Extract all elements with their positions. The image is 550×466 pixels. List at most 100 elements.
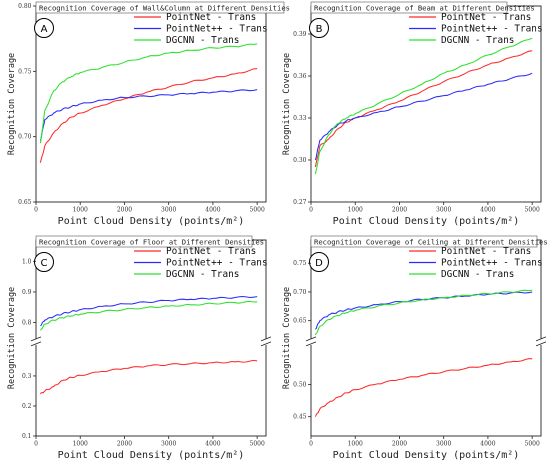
- legend-label: DGCNN - Trans: [166, 269, 239, 280]
- legend-label: PointNet++ - Trans: [441, 258, 543, 269]
- series-line-1: [314, 358, 533, 417]
- legend-label: DGCNN - Trans: [166, 35, 239, 46]
- x-tick-label: 2000: [392, 441, 407, 448]
- series-line-2: [39, 89, 258, 141]
- axis-break-mark: [535, 336, 547, 342]
- x-tick-label: 1000: [73, 441, 88, 448]
- y-tick-label: 0.36: [293, 73, 307, 80]
- x-tick-label: 5000: [250, 207, 265, 214]
- x-axis-label: Point Cloud Density (points/m²): [333, 450, 520, 461]
- x-tick-label: 1000: [73, 207, 88, 214]
- panel-badge-label: B: [316, 24, 323, 35]
- axis-break-mark: [305, 341, 317, 347]
- series-line-3: [39, 300, 258, 331]
- series-line-2: [314, 72, 533, 161]
- y-tick-label: 0.9: [22, 289, 32, 296]
- chart-title: Recognition Coverage of Beam at Differen…: [314, 4, 535, 13]
- series-line-1: [39, 68, 258, 163]
- x-tick-label: 2000: [117, 207, 132, 214]
- chart-panel-c: Recognition Coverage of Floor at Differe…: [7, 235, 272, 461]
- x-tick-label: 0: [34, 207, 38, 214]
- y-tick-label: 0.1: [22, 433, 32, 440]
- x-axis-label: Point Cloud Density (points/m²): [58, 450, 245, 461]
- axis-break-mark: [260, 341, 272, 347]
- chart-panel-a: Recognition Coverage of Wall&Column at D…: [7, 1, 290, 227]
- y-tick-label: 0.65: [18, 199, 32, 206]
- axis-break-mark: [305, 336, 317, 342]
- x-tick-label: 3000: [161, 207, 176, 214]
- axis-break-gap: [536, 338, 546, 345]
- panel-badge: [309, 252, 329, 272]
- chart-title-box: [310, 235, 538, 248]
- x-tick-label: 0: [34, 441, 38, 448]
- legend-label: PointNet - Trans: [441, 12, 531, 23]
- x-tick-label: 4000: [480, 441, 495, 448]
- x-tick-label: 2000: [117, 441, 132, 448]
- chart-title-box: [310, 1, 508, 14]
- y-tick-label: 0.75: [293, 260, 307, 267]
- x-tick-label: 5000: [250, 441, 265, 448]
- x-axis-label: Point Cloud Density (points/m²): [58, 216, 245, 227]
- chart-title: Recognition Coverage of Floor at Differe…: [39, 238, 264, 247]
- x-tick-label: 4000: [480, 207, 495, 214]
- series-line-1: [314, 50, 533, 168]
- x-tick-label: 3000: [436, 441, 451, 448]
- legend-label: DGCNN - Trans: [441, 269, 514, 280]
- y-tick-label: 0.65: [293, 318, 307, 325]
- legend-label: PointNet - Trans: [166, 12, 256, 23]
- panel-badge: [34, 252, 54, 272]
- y-tick-label: 0.33: [293, 115, 307, 122]
- legend-label: PointNet++ - Trans: [166, 258, 268, 269]
- axis-break-gap: [261, 338, 271, 345]
- x-tick-label: 3000: [436, 207, 451, 214]
- axis-break-mark: [30, 336, 42, 342]
- y-tick-label: 0.3: [22, 373, 32, 380]
- x-tick-label: 4000: [205, 441, 220, 448]
- y-axis-label: Recognition Coverage: [282, 287, 292, 389]
- x-tick-label: 2000: [392, 207, 407, 214]
- x-tick-label: 1000: [348, 441, 363, 448]
- y-tick-label: 0.2: [22, 403, 32, 410]
- legend-label: PointNet - Trans: [441, 246, 531, 257]
- x-tick-label: 0: [309, 207, 313, 214]
- chart-title: Recognition Coverage of Ceiling at Diffe…: [314, 238, 548, 247]
- y-axis-label: Recognition Coverage: [282, 53, 292, 155]
- series-line-3: [314, 37, 533, 175]
- chart-panel-d: Recognition Coverage of Ceiling at Diffe…: [282, 235, 548, 461]
- y-axis-label: Recognition Coverage: [7, 287, 17, 389]
- y-tick-label: 0.8: [22, 320, 32, 327]
- axis-break-gap: [306, 338, 316, 345]
- x-tick-label: 3000: [161, 441, 176, 448]
- y-tick-label: 0.39: [293, 31, 307, 38]
- panel-badge: [34, 18, 54, 38]
- legend-label: PointNet++ - Trans: [166, 24, 268, 35]
- y-tick-label: 0.27: [293, 199, 307, 206]
- x-tick-label: 5000: [525, 441, 540, 448]
- chart-title-box: [35, 1, 285, 14]
- series-line-1: [39, 359, 258, 395]
- y-tick-label: 0.80: [18, 3, 32, 10]
- y-tick-label: 1.0: [22, 258, 32, 265]
- panel-badge-label: A: [41, 24, 48, 35]
- chart-title: Recognition Coverage of Wall&Column at D…: [39, 4, 290, 13]
- series-line-3: [39, 43, 258, 144]
- series-line-2: [315, 291, 533, 330]
- y-tick-label: 0.30: [293, 157, 307, 164]
- y-tick-label: 0.50: [293, 382, 307, 389]
- y-tick-label: 0.70: [293, 289, 307, 296]
- y-axis-label: Recognition Coverage: [7, 53, 17, 155]
- legend-label: PointNet++ - Trans: [441, 24, 543, 35]
- series-line-3: [314, 289, 533, 336]
- x-tick-label: 0: [309, 441, 313, 448]
- legend-label: PointNet - Trans: [166, 246, 256, 257]
- panel-badge-label: D: [315, 258, 323, 269]
- y-tick-label: 0.75: [18, 68, 32, 75]
- x-tick-label: 5000: [525, 207, 540, 214]
- panel-badge: [309, 18, 329, 38]
- x-tick-label: 4000: [205, 207, 220, 214]
- y-tick-label: 0.70: [18, 134, 32, 141]
- axis-break-gap: [31, 338, 41, 345]
- axis-break-mark: [535, 341, 547, 347]
- panel-badge-label: C: [41, 258, 48, 269]
